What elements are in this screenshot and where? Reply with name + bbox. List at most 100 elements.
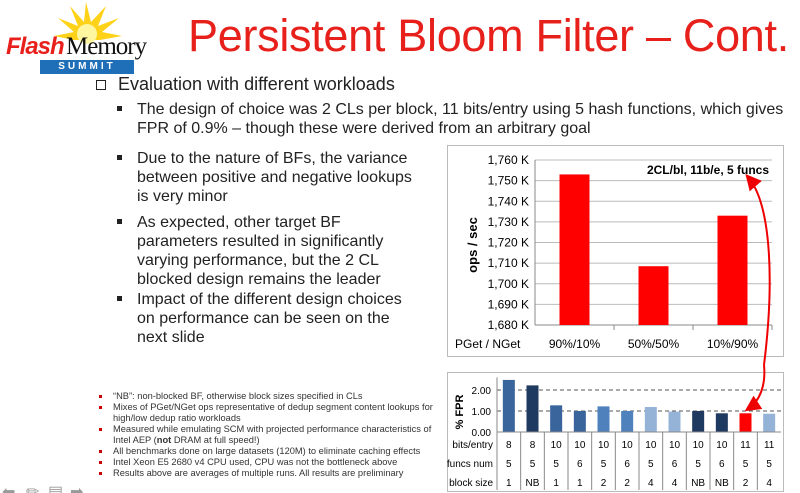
bar xyxy=(644,407,657,432)
table-cell: 5 xyxy=(766,459,772,470)
bar xyxy=(559,174,590,325)
footnote-text: All benchmarks done on large datasets (1… xyxy=(113,446,421,456)
bar xyxy=(715,413,728,432)
table-cell: 10 xyxy=(551,440,563,451)
table-cell: 5 xyxy=(553,459,559,470)
y-tick-label: 1,680 K xyxy=(488,318,529,332)
footnote: “NB”: non-blocked BF, otherwise block si… xyxy=(96,391,446,402)
sub-bullet-text: Due to the nature of BFs, the variance b… xyxy=(137,150,412,205)
bullet-icon xyxy=(117,155,122,160)
table-cell: 5 xyxy=(601,459,607,470)
table-cell: 5 xyxy=(648,459,654,470)
main-bullet-text: Evaluation with different workloads xyxy=(118,74,395,94)
bar xyxy=(502,379,515,432)
table-cell: 6 xyxy=(719,459,725,470)
table-cell: 5 xyxy=(743,459,749,470)
footnote-text: “NB”: non-blocked BF, otherwise block si… xyxy=(113,391,363,401)
table-cell: 10 xyxy=(574,440,586,451)
y-tick-label: 1,730 K xyxy=(488,215,529,229)
bar xyxy=(550,405,563,432)
table-cell: 8 xyxy=(506,440,512,451)
y-tick-label: 1,690 K xyxy=(488,297,529,311)
bar xyxy=(638,266,669,325)
bullet-icon xyxy=(117,219,122,224)
screen-icon[interactable]: ▤ xyxy=(48,484,64,493)
bar xyxy=(597,406,610,432)
bar xyxy=(668,411,681,432)
y-tick-label: 1,750 K xyxy=(488,174,529,188)
logo-memory: Memory xyxy=(66,33,147,60)
y-tick-label: 1,720 K xyxy=(488,236,529,250)
table-cell: 1 xyxy=(506,478,512,489)
bar xyxy=(763,413,776,432)
table-cell: 10 xyxy=(693,440,705,451)
table-cell: 2 xyxy=(601,478,607,489)
footnote-text: Mixes of PGet/NGet ops representative of… xyxy=(113,402,433,423)
bullet-icon xyxy=(117,296,122,301)
table-cell: 10 xyxy=(645,440,657,451)
table-cell: 10 xyxy=(598,440,610,451)
footnote-text: Measured while emulating SCM with projec… xyxy=(113,424,432,445)
flash-memory-summit-logo: Flash Memory SUMMIT xyxy=(4,0,164,78)
footnote-text: Results above are averages of multiple r… xyxy=(113,468,404,478)
footnote-bold: not xyxy=(156,435,172,445)
logo-summit: SUMMIT xyxy=(40,60,134,74)
table-cell: 10 xyxy=(669,440,681,451)
footnotes: “NB”: non-blocked BF, otherwise block si… xyxy=(96,391,446,479)
bar xyxy=(739,413,752,432)
footnote: Measured while emulating SCM with projec… xyxy=(96,424,446,446)
table-cell: 11 xyxy=(740,440,751,451)
x-tick-label: 10%/90% xyxy=(707,337,759,351)
table-cell: 10 xyxy=(622,440,634,451)
table-cell: 1 xyxy=(553,478,559,489)
y-tick-label: 1,740 K xyxy=(488,194,529,208)
y-axis-label: ops / sec xyxy=(465,217,480,273)
table-cell: 2 xyxy=(624,478,630,489)
table-cell: 5 xyxy=(695,459,701,470)
footnote: All benchmarks done on large datasets (1… xyxy=(96,446,446,457)
x-axis-label: PGet / NGet xyxy=(455,337,521,351)
table-cell: NB xyxy=(691,478,705,489)
table-row-label: funcs num xyxy=(447,459,493,470)
table-cell: NB xyxy=(715,478,729,489)
bar xyxy=(526,385,539,432)
table-cell: 8 xyxy=(530,440,536,451)
chart-annotation: 2CL/bl, 11b/e, 5 funcs xyxy=(647,163,769,177)
square-bullet-icon xyxy=(96,80,106,90)
logo-flash: Flash xyxy=(6,33,65,60)
y-tick-label: 1,760 K xyxy=(488,153,529,167)
table-cell: 5 xyxy=(530,459,536,470)
table-cell: 6 xyxy=(624,459,630,470)
bar xyxy=(573,411,586,432)
bar xyxy=(692,411,705,432)
table-cell: 10 xyxy=(716,440,728,451)
table-cell: 5 xyxy=(506,459,512,470)
y-tick-label: 2.00 xyxy=(472,386,492,397)
y-tick-label: 1,710 K xyxy=(488,256,529,270)
footnote: Mixes of PGet/NGet ops representative of… xyxy=(96,402,446,424)
footnote: Results above are averages of multiple r… xyxy=(96,468,446,479)
table-row-label: bits/entry xyxy=(452,440,493,451)
footnote: Intel Xeon E5 2680 v4 CPU used, CPU was … xyxy=(96,457,446,468)
arrow-left-icon[interactable]: ⬅ xyxy=(2,484,16,493)
table-cell: 11 xyxy=(764,440,775,451)
bullet-icon xyxy=(117,106,122,111)
bar xyxy=(621,411,634,432)
table-cell: NB xyxy=(526,478,540,489)
sub-bullet-text: As expected, other target BF parameters … xyxy=(137,214,384,288)
x-tick-label: 90%/10% xyxy=(549,337,601,351)
table-row-label: block size xyxy=(449,478,493,489)
sub-bullet-text: Impact of the different design choices o… xyxy=(137,291,402,346)
sub-bullet-text: The design of choice was 2 CLs per block… xyxy=(137,101,784,137)
slide-title: Persistent Bloom Filter – Cont. xyxy=(188,10,789,61)
y-tick-label: 1.00 xyxy=(472,407,492,418)
red-arrow xyxy=(744,173,771,412)
table-cell: 6 xyxy=(672,459,678,470)
bar xyxy=(717,215,748,325)
sun-burst-icon xyxy=(54,2,122,44)
fpr-chart: % FPR 0.00 1.00 2.00 bits/entry 8 8 10 10 10 10 10… xyxy=(447,377,781,490)
arrow-right-icon[interactable]: ➡ xyxy=(70,484,84,493)
table-cell: 6 xyxy=(577,459,583,470)
pencil-icon[interactable]: ✏ xyxy=(26,484,40,493)
y-tick-label: 1,700 K xyxy=(488,277,529,291)
